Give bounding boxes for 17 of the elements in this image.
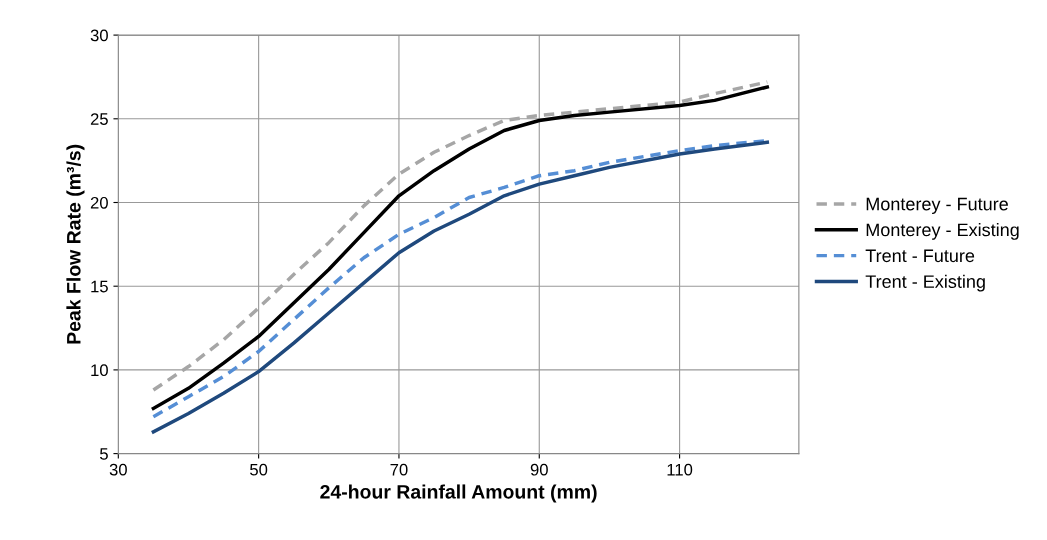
y-tick-label: 15 — [91, 280, 108, 293]
y-tick-label: 5 — [99, 448, 108, 460]
legend-label: Trent - Future — [865, 249, 975, 263]
y-tick-label: 20 — [90, 196, 108, 209]
legend-label: Trent - Existing — [865, 274, 985, 292]
x-axis-title: 24-hour Rainfall Amount (mm) — [320, 484, 597, 503]
y-tick-label: 10 — [91, 364, 108, 377]
legend-label: Monterey - Future — [866, 197, 1008, 214]
x-tick-label: 50 — [250, 463, 268, 476]
x-tick-label: 70 — [390, 463, 408, 476]
legend-label: Monterey - Existing — [866, 223, 1019, 240]
x-tick-label: 30 — [109, 463, 127, 476]
x-tick-label: 90 — [530, 463, 548, 476]
y-tick-label: 25 — [90, 113, 108, 125]
y-axis-title: Peak Flow Rate (m³/s) — [66, 144, 85, 344]
x-tick-label: 110 — [667, 463, 693, 476]
y-tick-label: 30 — [90, 29, 108, 42]
